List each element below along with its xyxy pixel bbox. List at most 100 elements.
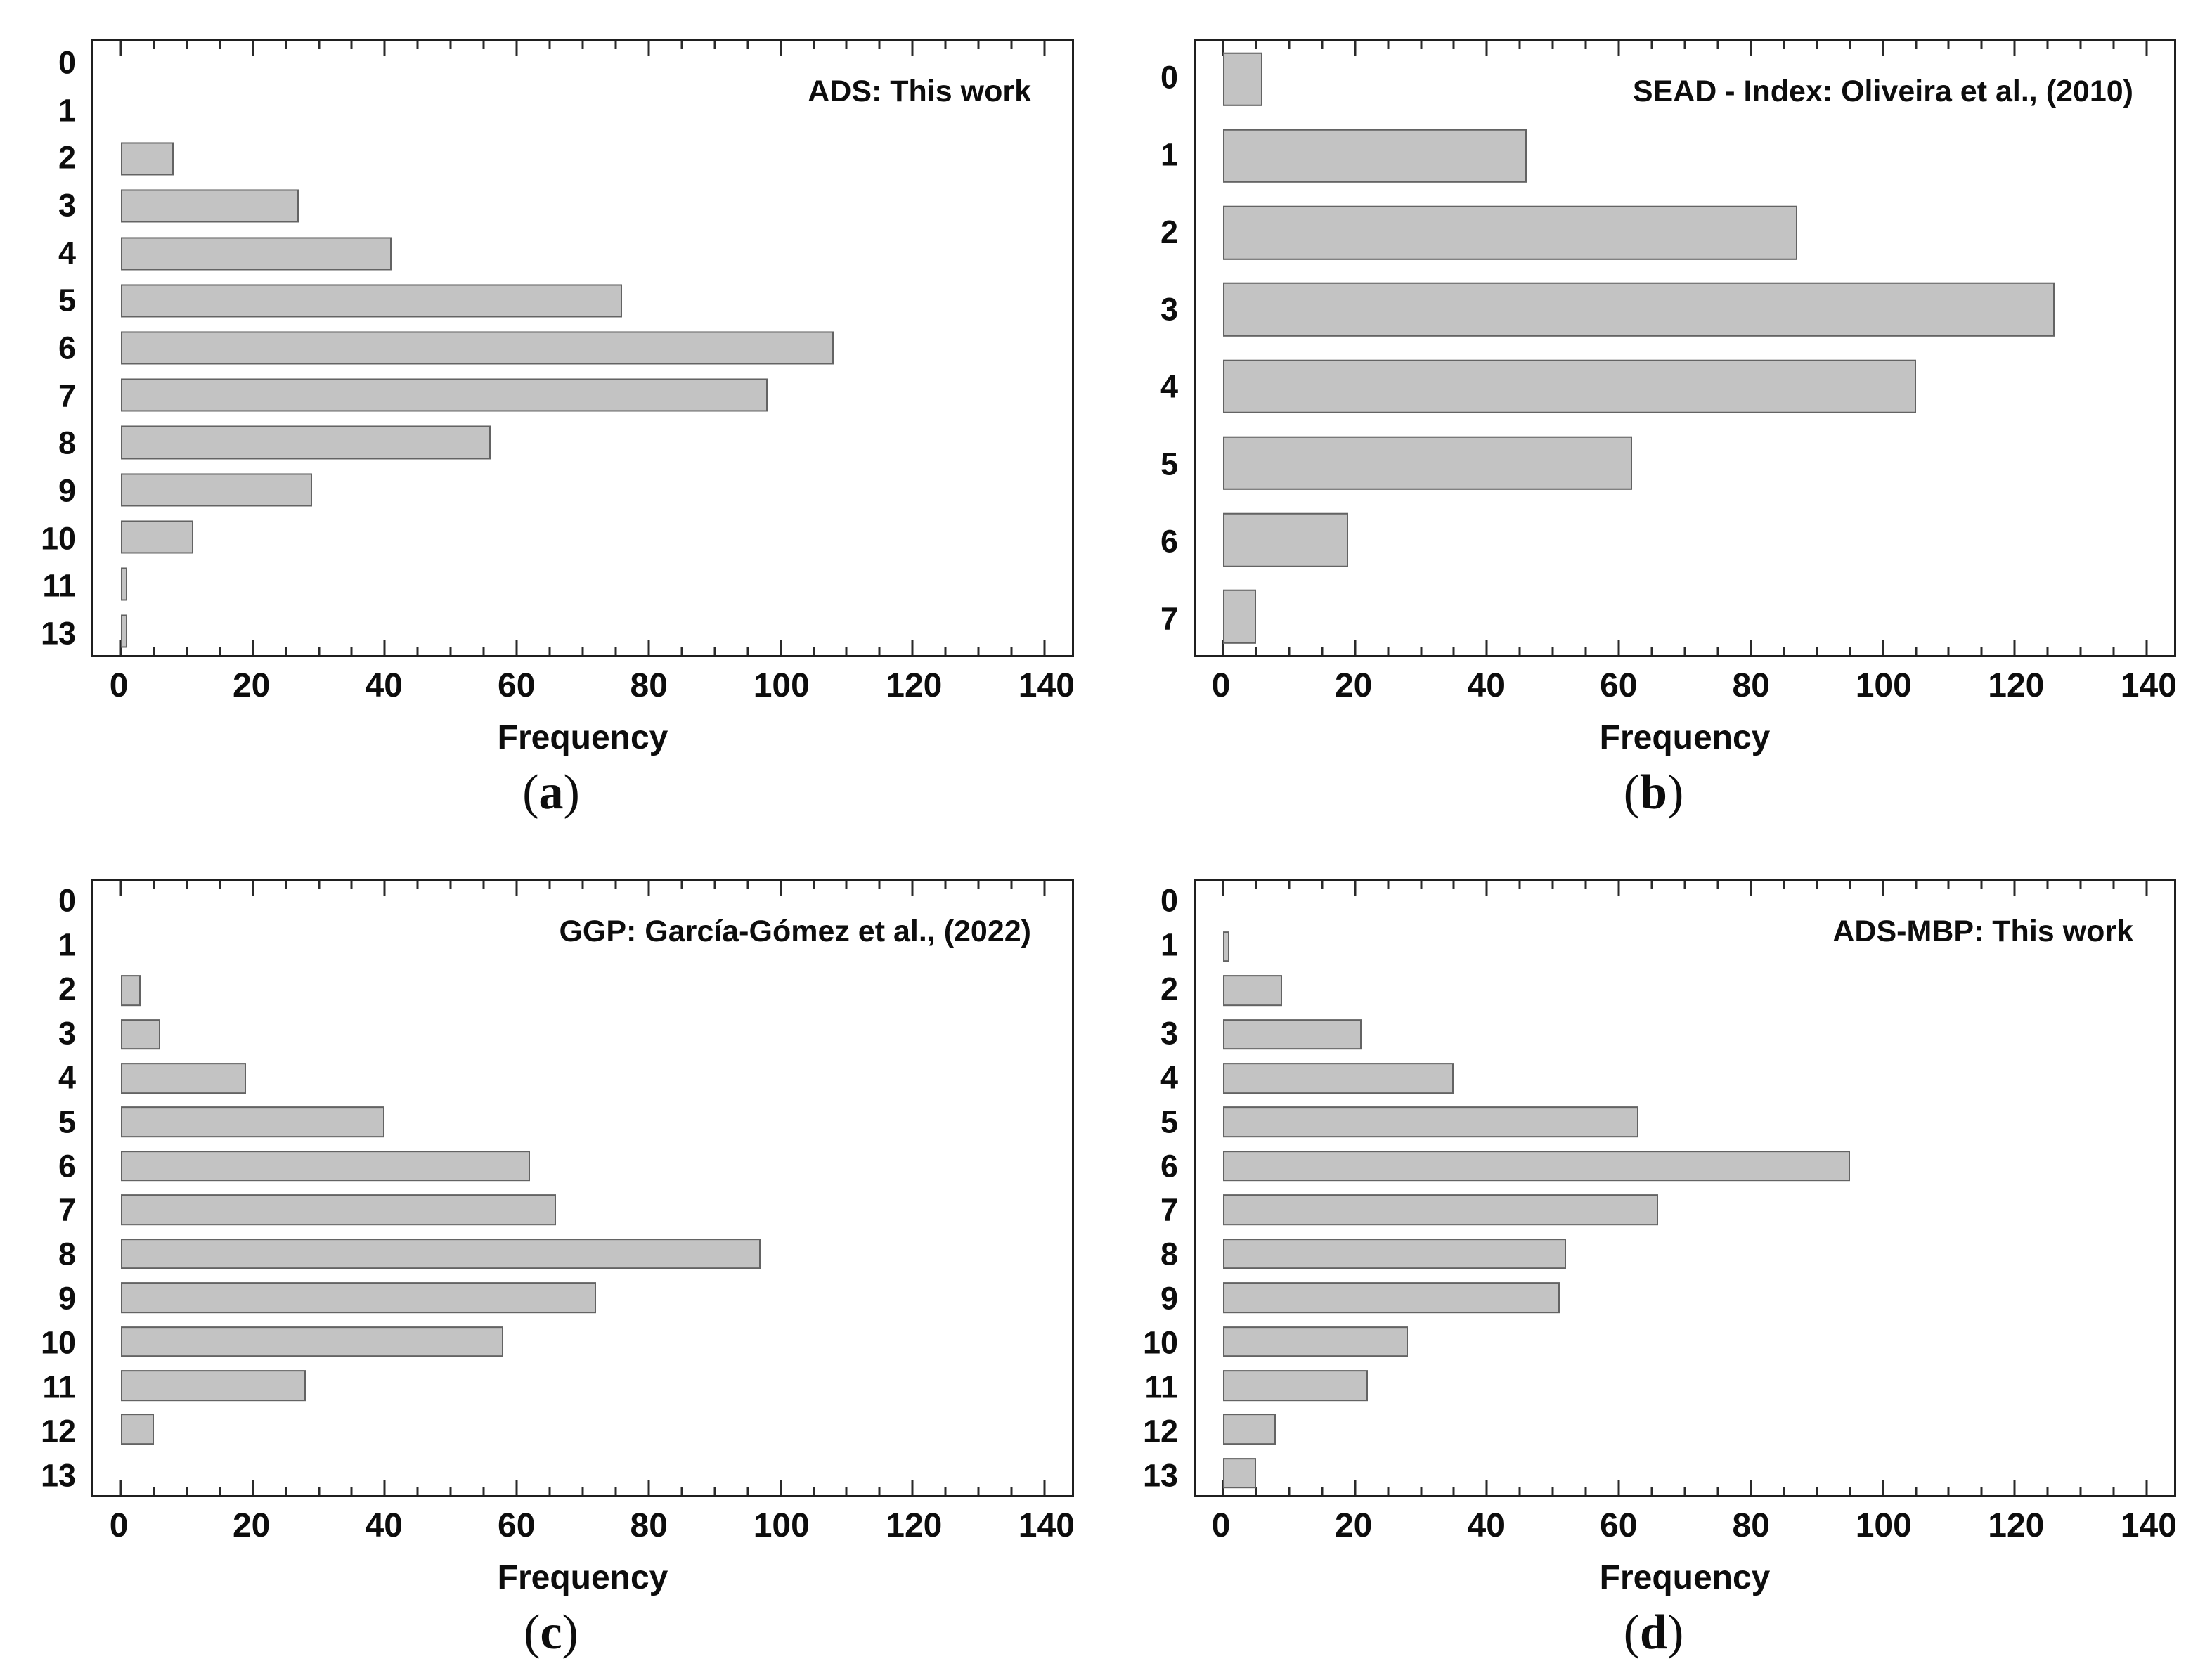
axis-tick [1043, 881, 1046, 896]
x-axis-tick-label: 0 [109, 667, 129, 704]
axis-tick [1551, 881, 1554, 889]
axis-tick [581, 881, 584, 889]
axis-tick [581, 1487, 584, 1495]
axis-tick [845, 41, 848, 49]
x-axis-title: Frequency [1599, 719, 1771, 756]
bar [1222, 359, 1916, 413]
axis-tick [515, 41, 518, 56]
subfigure-caption: (a) [522, 765, 580, 820]
axis-tick [1452, 647, 1455, 655]
bar [120, 1019, 161, 1050]
axis-tick [285, 647, 287, 655]
y-axis-tick-label: 7 [1160, 600, 1178, 637]
axis-tick [1947, 647, 1950, 655]
axis-tick [581, 41, 584, 49]
bar [120, 520, 194, 554]
axis-tick [1849, 1487, 1851, 1495]
axis-tick [186, 647, 188, 655]
axis-tick [1485, 1480, 1488, 1495]
axis-tick [285, 1487, 287, 1495]
axis-tick [1255, 647, 1257, 655]
axis-tick [1617, 881, 1620, 896]
y-axis-tick-label: 0 [58, 882, 76, 919]
x-axis-tick-label: 140 [1018, 667, 1075, 704]
axis-tick [548, 41, 551, 49]
y-axis-tick-label: 10 [40, 520, 76, 557]
x-axis-tick-label: 100 [753, 667, 810, 704]
axis-tick [1043, 1480, 1046, 1495]
axis-tick [746, 41, 749, 49]
axis-tick [944, 41, 947, 49]
axis-tick [2145, 41, 2148, 56]
axis-tick [153, 1487, 155, 1495]
axis-tick [845, 1487, 848, 1495]
axis-tick [449, 881, 452, 889]
y-axis-tick-label: 12 [40, 1413, 76, 1449]
axis-tick [482, 647, 485, 655]
axis-tick [1683, 881, 1686, 889]
axis-tick [219, 647, 221, 655]
y-axis-tick-label: 11 [1144, 1369, 1178, 1405]
axis-tick [1010, 1487, 1013, 1495]
x-axis-tick-label: 20 [232, 1507, 271, 1544]
axis-tick [1551, 1487, 1554, 1495]
axis-tick [1354, 41, 1357, 56]
x-axis-tick-label: 40 [1467, 1507, 1505, 1544]
axis-tick [977, 881, 980, 889]
axis-tick [647, 41, 650, 56]
y-axis-tick-label: 12 [1142, 1413, 1178, 1449]
axis-tick [680, 41, 683, 49]
axis-tick [2013, 41, 2016, 56]
x-axis-top-ticks [1196, 41, 2174, 655]
axis-tick [614, 647, 617, 655]
axis-tick [813, 881, 815, 889]
y-axis-tick-label: 11 [42, 567, 76, 604]
axis-tick [878, 881, 881, 889]
bar [1222, 931, 1230, 962]
axis-tick [845, 647, 848, 655]
axis-tick [219, 41, 221, 49]
plot-title: GGP: García-Gómez et al., (2022) [559, 915, 1031, 948]
axis-tick [285, 41, 287, 49]
y-axis-tick-label: 2 [58, 971, 76, 1007]
axis-tick [1255, 881, 1257, 889]
axis-tick [1420, 881, 1423, 889]
axis-tick [350, 647, 353, 655]
axis-tick [780, 881, 782, 896]
plot-title: SEAD - Index: Oliveira et al., (2010) [1632, 75, 2133, 108]
x-axis-tick-label: 60 [498, 1507, 536, 1544]
axis-tick [153, 41, 155, 49]
bar [1222, 1414, 1276, 1445]
x-axis-top-ticks [93, 881, 1072, 1495]
axis-tick [1387, 41, 1390, 49]
axis-tick [1010, 41, 1013, 49]
axis-tick [1882, 1480, 1884, 1495]
bar [1222, 1194, 1659, 1226]
bar [1222, 52, 1263, 106]
y-axis-tick-label: 6 [58, 330, 76, 366]
axis-tick [2013, 1480, 2016, 1495]
axis-tick [647, 881, 650, 896]
y-axis-tick-label: 7 [58, 377, 76, 414]
axis-tick [1551, 41, 1554, 49]
y-axis-tick-label: 0 [58, 44, 76, 81]
y-axis-tick-label: 8 [1160, 1236, 1178, 1272]
axis-tick [1750, 881, 1752, 896]
axis-tick [1915, 881, 1917, 889]
axis-tick [977, 1487, 980, 1495]
x-axis-title: Frequency [497, 1559, 668, 1596]
y-axis-tick-label: 4 [1160, 368, 1178, 405]
caption-letter: d [1640, 1605, 1667, 1660]
axis-tick [1947, 1487, 1950, 1495]
axis-tick [1915, 1487, 1917, 1495]
axis-tick [285, 881, 287, 889]
axis-tick [449, 41, 452, 49]
x-axis-tick-label: 20 [1334, 667, 1373, 704]
chart-panel-b: 0 1 2 3 4 5 6 7 SEAD - Index: Oliveira et al., … [1102, 0, 2205, 840]
x-axis-title: Frequency [497, 719, 668, 756]
x-axis-tick-label: 120 [1988, 667, 2045, 704]
y-axis-tick-label: 4 [58, 235, 76, 271]
axis-tick [1452, 41, 1455, 49]
axis-tick [153, 881, 155, 889]
axis-tick [1849, 881, 1851, 889]
